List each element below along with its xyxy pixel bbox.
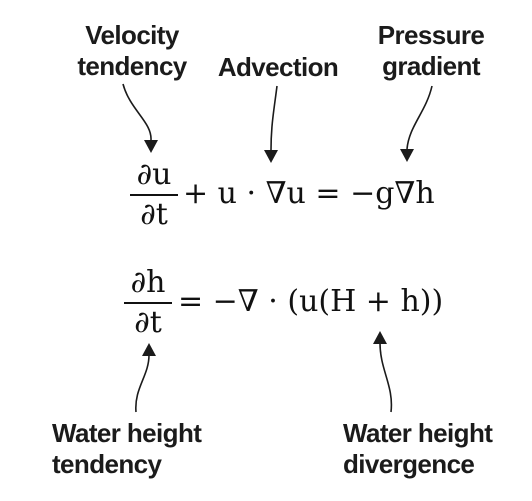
label-velocity-tendency-line1: Velocity: [85, 20, 179, 50]
label-water-height-divergence: Water height divergence: [343, 418, 513, 480]
momentum-lhs-denominator: ∂t: [140, 197, 168, 232]
arrow-advection: [264, 85, 278, 163]
label-velocity-tendency-line2: tendency: [77, 51, 187, 81]
label-water-height-tendency-line1: Water height: [52, 418, 202, 448]
continuity-fraction-bar: [124, 302, 172, 304]
arrow-water-height-divergence: [373, 331, 393, 413]
momentum-fraction-bar: [130, 194, 178, 196]
arrow-pressure-gradient: [400, 85, 433, 162]
momentum-rhs: + u · ∇u = −g∇h: [183, 176, 435, 211]
label-velocity-tendency: Velocity tendency: [62, 20, 202, 82]
continuity-rhs: = −∇ · (u(H + h)): [178, 284, 444, 319]
arrow-velocity-tendency: [122, 83, 158, 153]
label-water-height-tendency-line2: tendency: [52, 449, 162, 479]
label-pressure-gradient-line1: Pressure: [377, 20, 485, 50]
label-pressure-gradient: Pressure gradient: [371, 20, 491, 82]
momentum-lhs-fraction: ∂u ∂t: [130, 158, 178, 232]
label-water-height-divergence-line1: Water height: [343, 418, 493, 448]
arrow-water-height-tendency: [135, 343, 156, 413]
continuity-lhs-denominator: ∂t: [134, 305, 162, 340]
continuity-lhs-fraction: ∂h ∂t: [124, 266, 172, 340]
label-water-height-tendency: Water height tendency: [52, 418, 222, 480]
label-pressure-gradient-line2: gradient: [382, 51, 480, 81]
label-water-height-divergence-line2: divergence: [343, 449, 475, 479]
label-advection: Advection: [217, 52, 339, 82]
continuity-lhs-numerator: ∂h: [130, 265, 166, 300]
momentum-lhs-numerator: ∂u: [136, 157, 172, 192]
